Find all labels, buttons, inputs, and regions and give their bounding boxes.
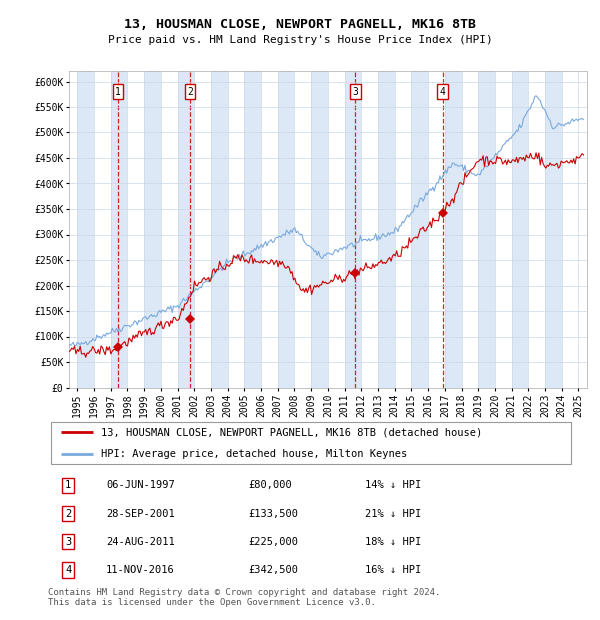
Text: 06-JUN-1997: 06-JUN-1997 <box>106 480 175 490</box>
Text: £80,000: £80,000 <box>248 480 292 490</box>
Text: 4: 4 <box>65 565 71 575</box>
Text: 21% ↓ HPI: 21% ↓ HPI <box>365 508 421 518</box>
Bar <box>311 71 328 388</box>
Text: 3: 3 <box>353 87 358 97</box>
Text: 16% ↓ HPI: 16% ↓ HPI <box>365 565 421 575</box>
Bar <box>412 71 428 388</box>
Text: 13, HOUSMAN CLOSE, NEWPORT PAGNELL, MK16 8TB (detached house): 13, HOUSMAN CLOSE, NEWPORT PAGNELL, MK16… <box>101 427 482 437</box>
Text: £342,500: £342,500 <box>248 565 299 575</box>
Bar <box>144 71 161 388</box>
Text: 1: 1 <box>65 480 71 490</box>
FancyBboxPatch shape <box>50 422 571 464</box>
Bar <box>378 71 395 388</box>
Text: HPI: Average price, detached house, Milton Keynes: HPI: Average price, detached house, Milt… <box>101 449 407 459</box>
Text: Contains HM Land Registry data © Crown copyright and database right 2024.
This d: Contains HM Land Registry data © Crown c… <box>48 588 440 607</box>
Text: 18% ↓ HPI: 18% ↓ HPI <box>365 537 421 547</box>
Bar <box>545 71 562 388</box>
Text: 14% ↓ HPI: 14% ↓ HPI <box>365 480 421 490</box>
Bar <box>211 71 227 388</box>
Text: 2: 2 <box>187 87 193 97</box>
Bar <box>244 71 261 388</box>
Bar <box>478 71 495 388</box>
Text: 1: 1 <box>115 87 121 97</box>
Bar <box>111 71 127 388</box>
Text: 11-NOV-2016: 11-NOV-2016 <box>106 565 175 575</box>
Bar <box>178 71 194 388</box>
Bar <box>512 71 529 388</box>
Text: 28-SEP-2001: 28-SEP-2001 <box>106 508 175 518</box>
Text: 13, HOUSMAN CLOSE, NEWPORT PAGNELL, MK16 8TB: 13, HOUSMAN CLOSE, NEWPORT PAGNELL, MK16… <box>124 19 476 31</box>
Bar <box>344 71 361 388</box>
Bar <box>445 71 461 388</box>
Bar <box>77 71 94 388</box>
Text: Price paid vs. HM Land Registry's House Price Index (HPI): Price paid vs. HM Land Registry's House … <box>107 35 493 45</box>
Text: 3: 3 <box>65 537 71 547</box>
Text: 24-AUG-2011: 24-AUG-2011 <box>106 537 175 547</box>
Text: £225,000: £225,000 <box>248 537 299 547</box>
Text: £133,500: £133,500 <box>248 508 299 518</box>
Text: 4: 4 <box>440 87 446 97</box>
Bar <box>278 71 295 388</box>
Text: 2: 2 <box>65 508 71 518</box>
